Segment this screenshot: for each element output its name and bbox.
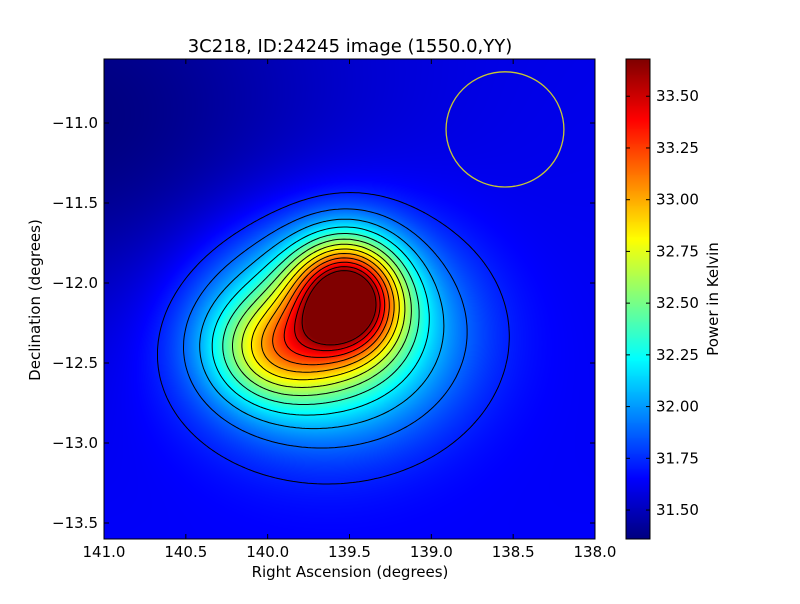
contour-level-7 (250, 248, 400, 381)
contour-level-2 (199, 218, 445, 430)
colorbar-gradient (626, 59, 650, 539)
y-tick-label: −13.5 (52, 514, 98, 532)
colorbar-tick-label: 32.25 (656, 346, 699, 364)
x-tick-label: 140.5 (164, 543, 207, 561)
contour-level-0 (157, 192, 510, 485)
x-tick-label: 138.0 (574, 543, 617, 561)
x-axis-label: Right Ascension (degrees) (252, 563, 449, 581)
x-tick-label: 141.0 (83, 543, 126, 561)
contour-level-10 (283, 261, 386, 358)
contour-level-1 (183, 208, 468, 449)
colorbar-tick-label: 31.50 (656, 501, 699, 519)
y-tick-label: −12.5 (52, 354, 98, 372)
contour-level-12 (301, 270, 377, 346)
y-tick-label: −11.0 (52, 114, 98, 132)
chart-title: 3C218, ID:24245 image (1550.0,YY) (188, 36, 513, 57)
colorbar-tick-label: 32.75 (656, 242, 699, 260)
colorbar-frame (625, 58, 651, 540)
contour-level-9 (272, 257, 390, 366)
heatmap-container (104, 59, 595, 539)
colorbar-tick-label: 33.50 (656, 87, 699, 105)
circle-marker (445, 71, 565, 188)
contour-level-8 (261, 253, 395, 373)
heatmap-image (104, 59, 595, 539)
y-axis: −11.0 −11.5 −12.0 −12.5 −13.0 −13.5 (52, 114, 595, 532)
contour-level-3 (211, 226, 430, 416)
x-axis: 141.0 140.5 140.0 139.5 139.0 138.5 138.0 (83, 59, 617, 561)
colorbar-tick-label: 33.00 (656, 191, 699, 209)
x-tick-label: 139.5 (328, 543, 371, 561)
contour-level-11 (294, 266, 381, 352)
colorbar-tick-label: 33.25 (656, 139, 699, 157)
y-tick-label: −12.0 (52, 274, 98, 292)
x-tick-label: 139.0 (410, 543, 453, 561)
x-tick-label: 140.0 (246, 543, 289, 561)
colorbar-tick-label: 31.75 (656, 449, 699, 467)
circle-marker-layer (445, 71, 565, 188)
y-tick-label: −11.5 (52, 194, 98, 212)
x-tick-label: 138.5 (492, 543, 535, 561)
colorbar-tick-label: 32.00 (656, 398, 699, 416)
contour-level-4 (222, 233, 420, 405)
contour-lines (157, 192, 510, 485)
y-tick-label: −13.0 (52, 434, 98, 452)
y-axis-label: Declination (degrees) (26, 219, 44, 381)
contour-level-5 (232, 238, 412, 397)
contour-level-6 (241, 243, 406, 388)
colorbar-axis: 31.50 31.75 32.00 32.25 32.50 32.75 33.00 33.25… (626, 87, 699, 519)
colorbar-tick-label: 32.50 (656, 294, 699, 312)
colorbar-label: Power in Kelvin (704, 242, 722, 356)
colorbar-container (626, 59, 650, 539)
